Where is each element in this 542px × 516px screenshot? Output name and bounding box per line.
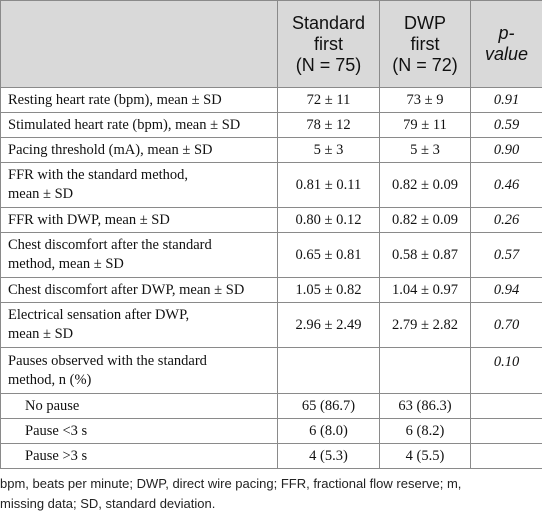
table-footnote: bpm, beats per minute; DWP, direct wire … xyxy=(0,474,542,514)
row-label: Pauses observed with the standard method… xyxy=(0,347,278,394)
footnote-line1: bpm, beats per minute; DWP, direct wire … xyxy=(0,476,462,491)
table-row: Pacing threshold (mA), mean ± SD 5 ± 3 5… xyxy=(0,137,542,163)
p-value: 0.26 xyxy=(470,207,542,233)
header-standard-line2: first xyxy=(314,33,343,54)
p-value: 0.46 xyxy=(470,162,542,208)
row-label: FFR with DWP, mean ± SD xyxy=(0,207,278,233)
standard-value: 65 (86.7) xyxy=(277,393,380,419)
row-label-line2: method, n (%) xyxy=(8,371,273,390)
row-label: Chest discomfort after DWP, mean ± SD xyxy=(0,277,278,303)
row-label: FFR with the standard method, mean ± SD xyxy=(0,162,278,208)
table-row: Electrical sensation after DWP, mean ± SD… xyxy=(0,302,542,348)
standard-value: 5 ± 3 xyxy=(277,137,380,163)
header-p-line1: p- xyxy=(498,23,515,43)
standard-value: 0.65 ± 0.81 xyxy=(277,232,380,278)
header-dwp-line2: first xyxy=(410,33,440,54)
dwp-value: 0.82 ± 0.09 xyxy=(379,162,471,208)
dwp-value: 0.82 ± 0.09 xyxy=(379,207,471,233)
table-row: Pause <3 s 6 (8.0) 6 (8.2) xyxy=(0,418,542,444)
p-value: 0.59 xyxy=(470,112,542,138)
standard-value: 6 (8.0) xyxy=(277,418,380,444)
standard-value: 78 ± 12 xyxy=(277,112,380,138)
row-label: Pacing threshold (mA), mean ± SD xyxy=(0,137,278,163)
dwp-value: 0.58 ± 0.87 xyxy=(379,232,471,278)
row-label: Pause >3 s xyxy=(0,443,278,469)
standard-value xyxy=(277,347,380,394)
table-row: Pauses observed with the standard method… xyxy=(0,347,542,394)
dwp-value: 5 ± 3 xyxy=(379,137,471,163)
standard-value: 0.80 ± 0.12 xyxy=(277,207,380,233)
row-label: Stimulated heart rate (bpm), mean ± SD xyxy=(0,112,278,138)
dwp-value: 6 (8.2) xyxy=(379,418,471,444)
p-value: 0.90 xyxy=(470,137,542,163)
p-value xyxy=(470,418,542,444)
p-value: 0.57 xyxy=(470,232,542,278)
standard-value: 2.96 ± 2.49 xyxy=(277,302,380,348)
dwp-value xyxy=(379,347,471,394)
row-label: No pause xyxy=(0,393,278,419)
dwp-value: 79 ± 11 xyxy=(379,112,471,138)
header-p-line2: value xyxy=(484,44,529,64)
dwp-value: 4 (5.5) xyxy=(379,443,471,469)
table-row: Resting heart rate (bpm), mean ± SD 72 ±… xyxy=(0,87,542,113)
header-dwp-first: DWP first (N = 72) xyxy=(379,0,471,88)
dwp-value: 1.04 ± 0.97 xyxy=(379,277,471,303)
table-row: No pause 65 (86.7) 63 (86.3) xyxy=(0,393,542,419)
header-empty-cell xyxy=(0,0,278,88)
n-percent-text: method, n (%) xyxy=(8,371,92,388)
header-row: Standard first (N = 75) DWP first (N = 7… xyxy=(0,0,542,88)
table-row: Chest discomfort after the standard metho… xyxy=(0,232,542,278)
row-label: Pause <3 s xyxy=(0,418,278,444)
table-row: Pause >3 s 4 (5.3) 4 (5.5) xyxy=(0,443,542,469)
header-dwp-line1: DWP xyxy=(404,12,446,33)
row-label: Resting heart rate (bpm), mean ± SD xyxy=(0,87,278,113)
row-label: Chest discomfort after the standard metho… xyxy=(0,232,278,278)
p-value: 0.91 xyxy=(470,87,542,113)
standard-value: 4 (5.3) xyxy=(277,443,380,469)
dwp-value: 63 (86.3) xyxy=(379,393,471,419)
header-dwp-line3: (N = 72) xyxy=(392,54,458,75)
results-table: Standard first (N = 75) DWP first (N = 7… xyxy=(0,0,542,469)
footnote-line2: missing data; SD, standard deviation. xyxy=(0,496,216,511)
header-standard-first: Standard first (N = 75) xyxy=(277,0,380,88)
p-value: 0.70 xyxy=(470,302,542,348)
standard-value: 1.05 ± 0.82 xyxy=(277,277,380,303)
standard-value: 72 ± 11 xyxy=(277,87,380,113)
table-row: FFR with DWP, mean ± SD 0.80 ± 0.12 0.82… xyxy=(0,207,542,233)
dwp-value: 2.79 ± 2.82 xyxy=(379,302,471,348)
header-standard-line1: Standard xyxy=(291,12,366,33)
table-row: Stimulated heart rate (bpm), mean ± SD 7… xyxy=(0,112,542,138)
row-label: Electrical sensation after DWP, mean ± SD xyxy=(0,302,278,348)
table-row: FFR with the standard method, mean ± SD 0… xyxy=(0,162,542,208)
standard-value: 0.81 ± 0.11 xyxy=(277,162,380,208)
header-p-value: p- value xyxy=(470,0,542,88)
table-row: Chest discomfort after DWP, mean ± SD 1.… xyxy=(0,277,542,303)
p-value xyxy=(470,393,542,419)
header-standard-line3: (N = 75) xyxy=(295,54,362,75)
p-value: 0.94 xyxy=(470,277,542,303)
p-value: 0.10 xyxy=(470,347,542,394)
dwp-value: 73 ± 9 xyxy=(379,87,471,113)
p-value xyxy=(470,443,542,469)
